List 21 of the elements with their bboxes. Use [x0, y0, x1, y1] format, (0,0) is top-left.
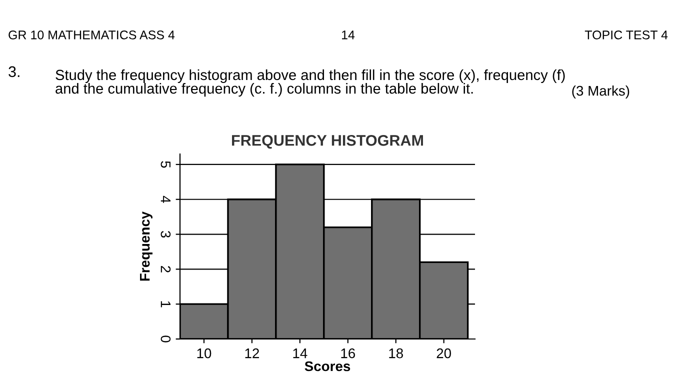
y-tick-label: 5: [160, 161, 170, 168]
y-tick-label: 0: [160, 336, 171, 342]
y-tick-label: 3: [160, 230, 171, 238]
text: GR 10 MATHEMATICS ASS 4: [8, 30, 175, 40]
x-tick-label: 18: [389, 348, 403, 358]
text: TOPIC TEST 4: [584, 30, 668, 40]
text: Study the frequency histogram above and then fill in the score (x), frequency (f) and the cumulative frequency (c. f.) columns in the table below it.: [56, 69, 565, 97]
y-tick-label: 4: [160, 196, 170, 203]
text: (3 Marks): [572, 86, 630, 98]
y-tick-label: 2: [160, 266, 171, 272]
y-axis-title: Frequency: [140, 211, 152, 281]
x-tick-label: 20: [436, 348, 452, 358]
y-tick-label: 1: [160, 301, 170, 308]
text: 3.: [8, 66, 20, 78]
x-tick-label: 12: [245, 348, 259, 358]
text: 14: [342, 30, 355, 40]
chart-title: FREQUENCY HISTOGRAM: [232, 135, 423, 149]
x-tick-label: 16: [341, 348, 355, 358]
x-tick-label: 14: [293, 348, 308, 358]
x-axis-title: Scores: [304, 361, 350, 372]
x-tick-label: 10: [197, 348, 212, 358]
